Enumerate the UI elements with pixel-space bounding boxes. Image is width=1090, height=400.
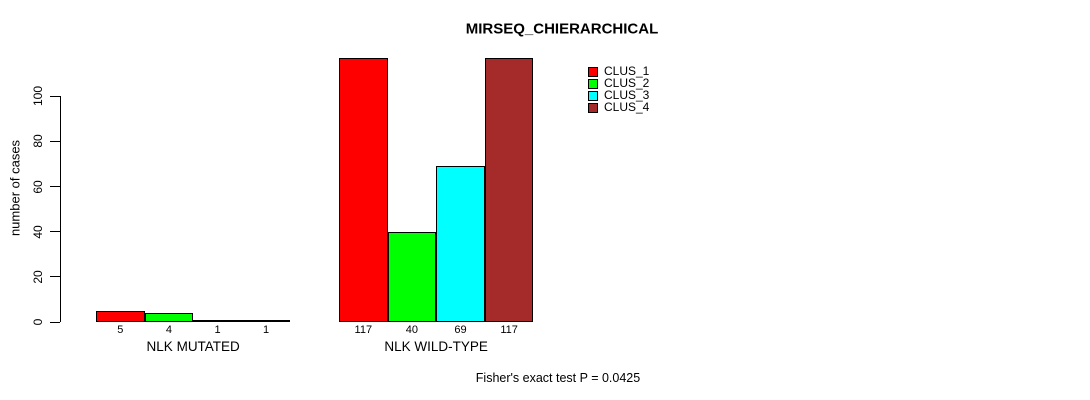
y-axis-tick	[50, 186, 60, 188]
group-label: NLK MUTATED	[146, 339, 240, 354]
legend-label: CLUS_4	[604, 100, 650, 114]
legend-swatch-clus_1	[588, 66, 598, 77]
bar-clus_2-nlk-mutated	[144, 312, 194, 322]
legend-label: CLUS_3	[604, 88, 650, 102]
legend-item: CLUS_1	[588, 64, 650, 78]
bar-clus_1-nlk-wild-type	[339, 58, 388, 322]
annotation-text: Fisher's exact test P = 0.0425	[475, 371, 641, 385]
bar-clus_4-nlk-wild-type	[484, 58, 534, 322]
y-axis-tick	[50, 140, 60, 142]
bar-value-label: 69	[454, 324, 467, 336]
bar-value-label: 40	[405, 324, 419, 336]
legend-item: CLUS_2	[588, 76, 650, 90]
legend-label: CLUS_1	[604, 64, 650, 78]
chart-title: MIRSEQ_CHIERARCHICAL	[465, 20, 659, 38]
legend-item: CLUS_3	[588, 88, 650, 102]
legend-swatch-clus_4	[588, 102, 598, 113]
bar-value-label: 4	[165, 324, 172, 336]
legend-label: CLUS_2	[604, 76, 650, 90]
bar-clus_2-nlk-wild-type	[387, 231, 437, 322]
legend-swatch-clus_3	[588, 90, 598, 101]
legend-item: CLUS_4	[588, 100, 650, 114]
legend-swatch-clus_2	[588, 78, 598, 89]
bar-clus_3-nlk-mutated	[193, 319, 242, 322]
bar-value-label: 117	[354, 324, 373, 336]
bar-value-label: 1	[263, 324, 270, 336]
y-axis-tick	[50, 95, 60, 97]
y-axis-tick	[50, 231, 60, 233]
bar-clus_3-nlk-wild-type	[436, 166, 485, 322]
y-axis-line	[60, 95, 61, 323]
y-axis-tick	[50, 321, 60, 323]
group-label: NLK WILD-TYPE	[384, 339, 488, 354]
bar-clus_1-nlk-mutated	[96, 310, 145, 322]
bar-value-label: 117	[500, 324, 518, 336]
y-axis-tick	[50, 276, 60, 278]
bar-value-label: 1	[214, 324, 221, 336]
bar-value-label: 5	[117, 324, 124, 336]
bar-clus_4-nlk-mutated	[241, 319, 291, 322]
